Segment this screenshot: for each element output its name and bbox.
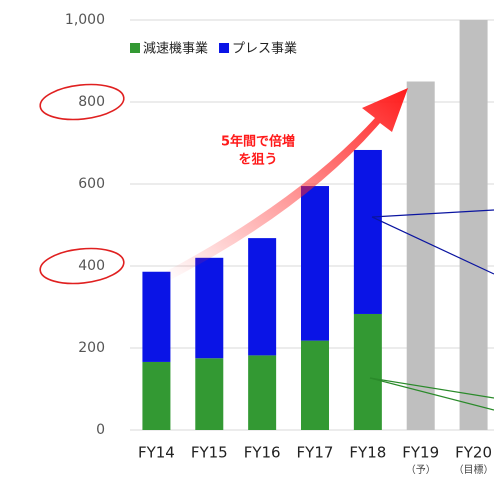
x-tick-label: FY18 xyxy=(349,444,386,462)
annotation: を狙う xyxy=(238,153,277,168)
legend-swatch xyxy=(130,43,140,53)
growth-arrow xyxy=(165,88,408,280)
bar-segment xyxy=(406,81,435,430)
highlight-circle xyxy=(39,247,125,285)
y-tick-label: 1,000 xyxy=(65,12,105,28)
x-tick-label: FY15 xyxy=(191,444,228,462)
bar-segment xyxy=(142,361,171,430)
callout-line xyxy=(369,377,494,399)
legend-swatch xyxy=(219,43,230,53)
bar-segment xyxy=(301,340,329,430)
bar-segment xyxy=(142,271,171,362)
bar-segment xyxy=(301,186,329,341)
x-tick-label: FY14 xyxy=(138,444,175,462)
legend-label: 減速機事業 xyxy=(143,41,208,57)
bar-segment xyxy=(248,355,277,430)
bar-segment xyxy=(195,257,224,359)
x-tick-label: FY20 xyxy=(455,444,492,462)
y-tick-label: 800 xyxy=(78,94,105,110)
callout-line xyxy=(369,377,494,411)
x-tick-label: FY19 xyxy=(402,444,439,462)
bars xyxy=(142,20,488,430)
grid: 0 200 400 600 800 1,000 FY14 FY15 FY16 FY17 FY18 FY… xyxy=(65,12,494,476)
callout-line xyxy=(371,216,494,275)
annotation: 5年間で倍増 xyxy=(221,134,295,150)
y-tick-label: 0 xyxy=(96,422,105,438)
y-tick-label: 200 xyxy=(78,340,105,356)
x-tick-note: （目標） xyxy=(454,463,494,476)
bar-segment xyxy=(195,358,224,430)
callout-line xyxy=(371,209,494,218)
x-tick-label: FY17 xyxy=(297,444,334,462)
bar-segment xyxy=(459,20,488,430)
y-tick-label: 400 xyxy=(78,258,105,274)
highlight-circle xyxy=(39,83,125,121)
x-tick-note: （予） xyxy=(406,464,436,476)
x-tick-label: FY16 xyxy=(244,444,281,462)
callout-lines xyxy=(369,209,494,411)
y-tick-label: 600 xyxy=(78,176,105,192)
bar-segment xyxy=(353,313,382,430)
legend: 減速機事業 プレス事業 xyxy=(130,41,297,57)
legend-label: プレス事業 xyxy=(232,41,297,57)
bar-segment xyxy=(248,238,277,356)
bar-segment xyxy=(353,149,382,314)
